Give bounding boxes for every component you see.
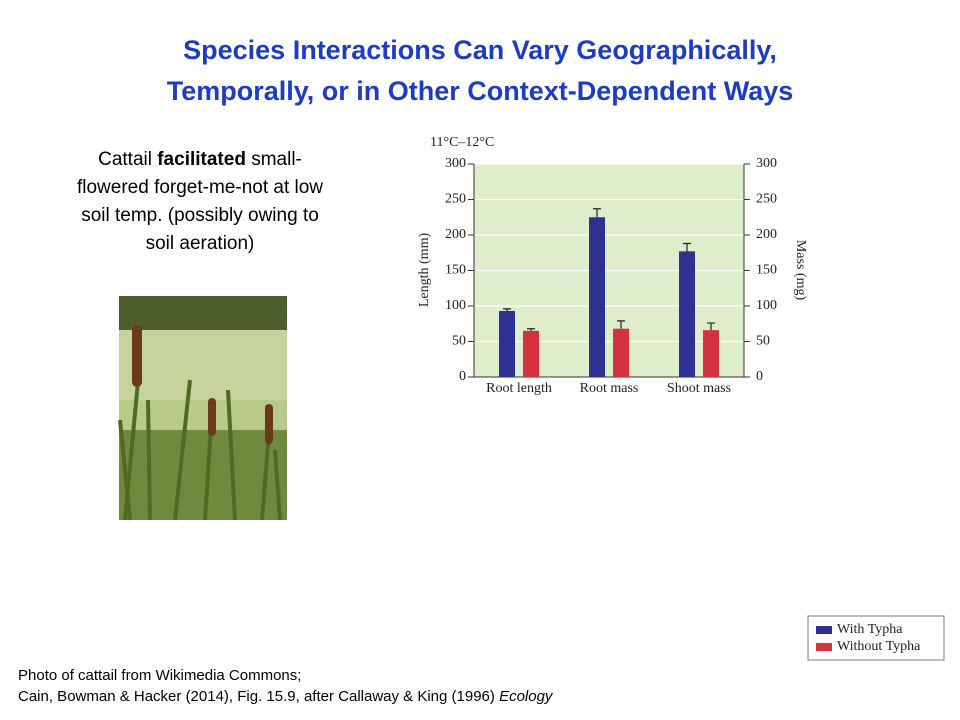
x-tick-label: Shoot mass — [667, 381, 731, 396]
y2-tick-label: 0 — [756, 369, 763, 384]
text: small- — [246, 149, 302, 170]
bar — [613, 328, 629, 377]
error-bar — [683, 242, 691, 252]
error-bar — [707, 322, 715, 331]
bar — [703, 330, 719, 377]
error-bar — [593, 208, 601, 218]
y2-tick-label: 200 — [756, 227, 777, 242]
y2-tick-label: 250 — [756, 192, 777, 207]
text: Cain, Bowman & Hacker (2014), Fig. 15.9,… — [18, 688, 499, 705]
legend — [807, 615, 945, 661]
y2-tick-label: 300 — [756, 156, 777, 171]
legend-label: With Typha — [837, 622, 903, 637]
footer-line: Photo of cattail from Wikimedia Commons; — [18, 667, 301, 684]
y-tick-label: 150 — [445, 263, 466, 278]
x-tick-label: Root mass — [580, 381, 639, 396]
y-tick-label: 0 — [459, 369, 466, 384]
y2-axis-label: Mass (mg) — [793, 240, 808, 301]
y-tick-label: 200 — [445, 227, 466, 242]
footer-line: Cain, Bowman & Hacker (2014), Fig. 15.9,… — [18, 688, 554, 705]
legend-label: Without Typha — [837, 639, 921, 654]
bar — [499, 310, 515, 377]
y2-tick-label: 50 — [756, 334, 770, 349]
photo — [118, 296, 287, 521]
y-tick-label: 50 — [452, 334, 466, 349]
y-axis-label: Length (mm) — [417, 233, 432, 308]
y-tick-label: 300 — [445, 156, 466, 171]
bar — [523, 330, 539, 377]
legend-swatch — [816, 626, 832, 634]
description-line: soil aeration) — [146, 233, 255, 254]
x-tick-label: Root length — [486, 381, 552, 396]
bar — [589, 217, 605, 377]
title-line: Species Interactions Can Vary Geographic… — [183, 35, 777, 65]
description-line: Cattail facilitated small- — [98, 149, 302, 170]
annotation: 11°C–12°C — [430, 135, 494, 150]
y-tick-label: 250 — [445, 192, 466, 207]
y-tick-label: 100 — [445, 298, 466, 313]
text: Cattail — [98, 149, 157, 170]
title-line: Temporally, or in Other Context-Dependen… — [167, 76, 794, 106]
bar — [679, 251, 695, 377]
y2-tick-label: 150 — [756, 263, 777, 278]
y2-tick-label: 100 — [756, 298, 777, 313]
legend-swatch — [816, 643, 832, 651]
description-line: soil temp. (possibly owing to — [81, 205, 319, 226]
description-line: flowered forget-me-not at low — [77, 177, 323, 198]
text: Ecology — [499, 688, 554, 705]
error-bar — [527, 328, 535, 331]
error-bar — [503, 308, 511, 311]
error-bar — [617, 320, 625, 329]
text: facilitated — [157, 149, 246, 170]
